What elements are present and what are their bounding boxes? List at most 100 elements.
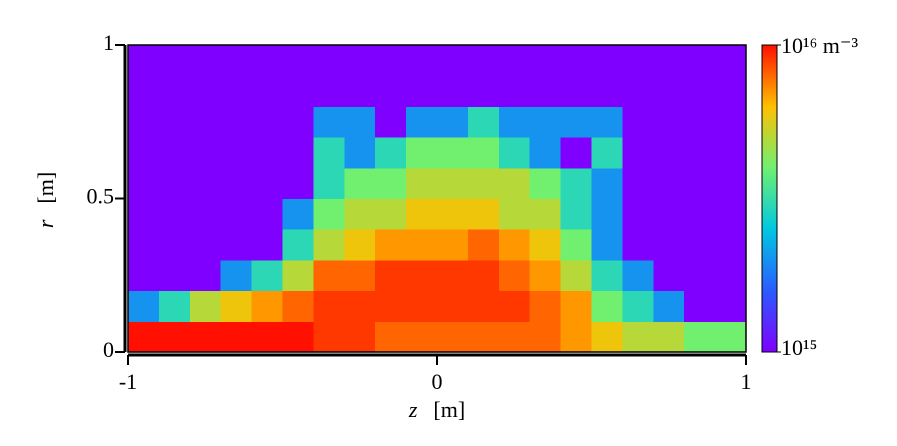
heat-cell — [158, 75, 191, 107]
heat-cell — [622, 259, 654, 292]
heat-cell — [220, 75, 253, 107]
x-axis-label-symbol: z — [408, 397, 418, 422]
colorbar-tick-label: 10¹⁶ m⁻³ — [781, 33, 858, 58]
heat-cell — [406, 137, 438, 169]
heat-cell — [437, 106, 469, 138]
heat-cell — [560, 106, 592, 138]
heat-cell — [684, 106, 716, 138]
heat-cell — [313, 321, 345, 353]
heat-cell — [282, 290, 314, 322]
heat-cell — [653, 259, 685, 292]
heat-cell — [344, 290, 376, 322]
heat-cell — [313, 259, 345, 292]
heat-cell — [653, 229, 685, 261]
heat-cell — [251, 137, 283, 169]
heat-cell — [560, 137, 592, 169]
heat-cell — [158, 198, 191, 230]
heat-cell — [684, 167, 716, 199]
heat-cell — [220, 321, 253, 353]
x-tick-label: -1 — [119, 369, 137, 394]
heat-cell — [684, 45, 716, 77]
heat-cell — [715, 45, 747, 77]
heat-cell — [282, 321, 314, 353]
heat-cell — [282, 106, 314, 138]
heat-cell — [189, 167, 222, 199]
heat-cell — [375, 198, 407, 230]
heat-cell — [158, 290, 191, 322]
heat-cell — [313, 229, 345, 261]
heat-cell — [282, 229, 314, 261]
heat-cell — [189, 290, 222, 322]
heat-cell — [189, 137, 222, 169]
heat-cell — [406, 106, 438, 138]
heat-cell — [220, 106, 253, 138]
heat-cell — [313, 45, 345, 77]
heat-cell — [251, 45, 283, 77]
y-axis-label: r [m] — [33, 172, 58, 228]
heat-cell — [375, 229, 407, 261]
heat-cell — [591, 106, 623, 138]
heat-cell — [437, 75, 469, 107]
heat-cell — [560, 290, 592, 322]
heat-cell — [622, 45, 654, 77]
heat-cell — [128, 290, 160, 322]
heat-cell — [529, 229, 562, 261]
heat-cell — [158, 229, 191, 261]
heat-cell — [344, 45, 376, 77]
heat-cell — [282, 75, 314, 107]
heat-cell — [715, 137, 747, 169]
heat-cell — [653, 290, 685, 322]
heat-cell — [128, 229, 160, 261]
heat-cell — [653, 167, 685, 199]
heat-cell — [251, 198, 283, 230]
heat-cell — [529, 45, 562, 77]
heat-cell — [437, 45, 469, 77]
heat-cell — [344, 137, 376, 169]
heat-cell — [220, 290, 253, 322]
heat-cell — [128, 75, 160, 107]
heat-cell — [529, 290, 562, 322]
heat-cell — [158, 137, 191, 169]
heat-cell — [313, 198, 345, 230]
heat-cell — [313, 137, 345, 169]
heat-cell — [653, 321, 685, 353]
heat-cell — [375, 45, 407, 77]
heat-cell — [591, 198, 623, 230]
heat-cell — [622, 198, 654, 230]
heat-cell — [406, 321, 438, 353]
heat-cell — [251, 321, 283, 353]
heat-cell — [344, 198, 376, 230]
heat-cell — [251, 106, 283, 138]
heat-cell — [684, 137, 716, 169]
heat-cell — [591, 167, 623, 199]
heat-cell — [622, 137, 654, 169]
heat-cell — [498, 137, 531, 169]
heat-cell — [715, 229, 747, 261]
heat-cell — [220, 198, 253, 230]
heat-cell — [529, 106, 562, 138]
y-axis-label-symbol: r — [33, 219, 58, 228]
heat-cell — [375, 167, 407, 199]
heat-cell — [560, 75, 592, 107]
heat-cell — [406, 290, 438, 322]
heat-cell — [591, 290, 623, 322]
heat-cell — [313, 106, 345, 138]
heat-cell — [715, 106, 747, 138]
heat-cell — [467, 106, 500, 138]
heat-cell — [498, 75, 531, 107]
heat-cell — [251, 290, 283, 322]
heat-cell — [128, 321, 160, 353]
heat-cell — [715, 75, 747, 107]
heat-cell — [529, 167, 562, 199]
heat-cell — [591, 259, 623, 292]
heat-cell — [344, 321, 376, 353]
heat-cell — [313, 75, 345, 107]
heat-cell — [591, 229, 623, 261]
heat-cell — [591, 137, 623, 169]
heat-cell — [128, 45, 160, 77]
heat-cell — [467, 45, 500, 77]
heat-cell — [560, 167, 592, 199]
x-tick-label: 1 — [741, 369, 752, 394]
plot-frame — [127, 44, 747, 353]
